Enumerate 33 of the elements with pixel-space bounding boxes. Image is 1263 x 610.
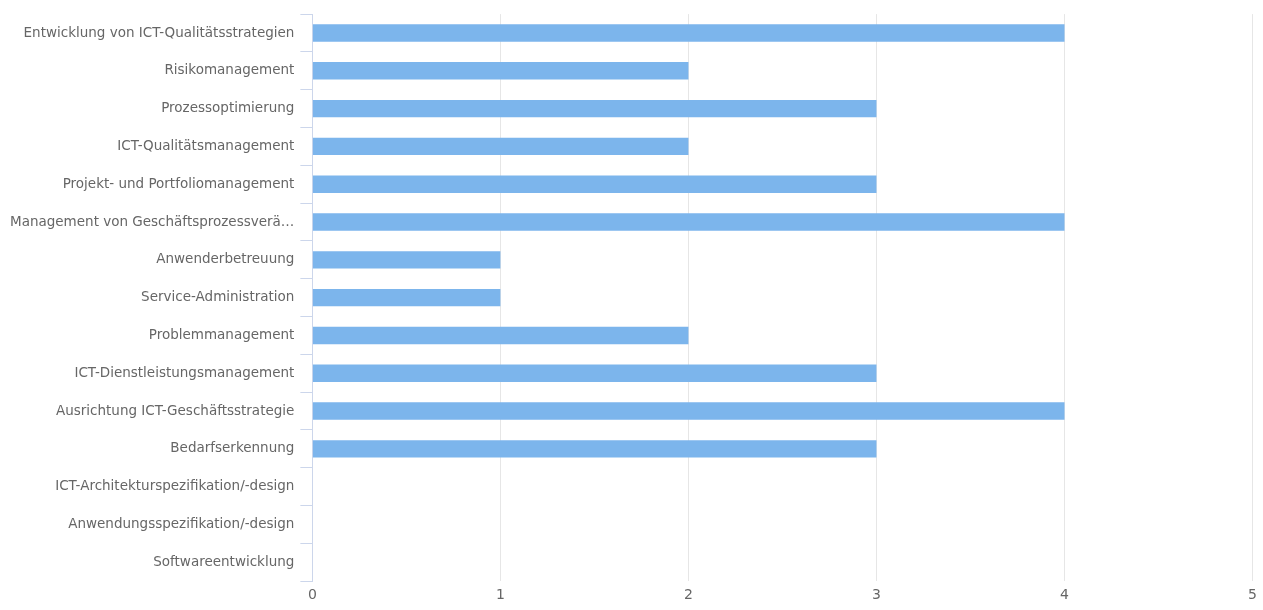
y-tick-label: Anwenderbetreuung: [156, 250, 295, 267]
bar: [312, 99, 877, 118]
x-tick-label: 3: [872, 586, 881, 603]
y-tick-label: ICT-Qualitätsmanagement: [117, 136, 295, 153]
x-tick-label: 2: [683, 586, 693, 603]
bar: [312, 137, 689, 156]
x-tick-label: 5: [1248, 586, 1258, 603]
bar: [312, 62, 689, 80]
y-tick-label: Softwareentwicklung: [153, 552, 295, 569]
y-tick-label: Ausrichtung ICT-Geschäftsstrategie: [55, 401, 295, 418]
bar: [312, 288, 501, 307]
bar: [312, 251, 501, 269]
y-tick-label: ICT-Architekturspezifikation/-design: [55, 477, 295, 494]
x-tick-label: 1: [495, 586, 505, 603]
bar: [312, 213, 1065, 231]
bar: [312, 402, 1065, 420]
y-tick-label: ICT-Dienstleistungsmanagement: [74, 363, 295, 380]
bar: [312, 364, 877, 382]
y-tick-label: Projekt- und Portfoliomanagement: [62, 174, 295, 191]
y-tick-label: Risikomanagement: [164, 61, 295, 78]
bar: [312, 326, 689, 345]
x-tick-label: 4: [1060, 586, 1070, 603]
y-tick-label: Prozessoptimierung: [161, 99, 295, 116]
y-tick-label: Problemmanagement: [148, 325, 295, 342]
bar: [312, 24, 1065, 42]
bar: [312, 440, 877, 458]
y-tick-label: Management von Geschäftsprozessverä…: [10, 212, 295, 229]
y-tick-label: Bedarfserkennung: [170, 439, 295, 456]
y-tick-label: Entwicklung von ICT-Qualitätsstrategien: [23, 23, 295, 40]
x-tick-label: 0: [307, 586, 317, 603]
bar: [312, 175, 877, 193]
y-tick-label: Service-Administration: [141, 288, 295, 305]
y-tick-label: Anwendungsspezifikation/-design: [68, 514, 295, 531]
